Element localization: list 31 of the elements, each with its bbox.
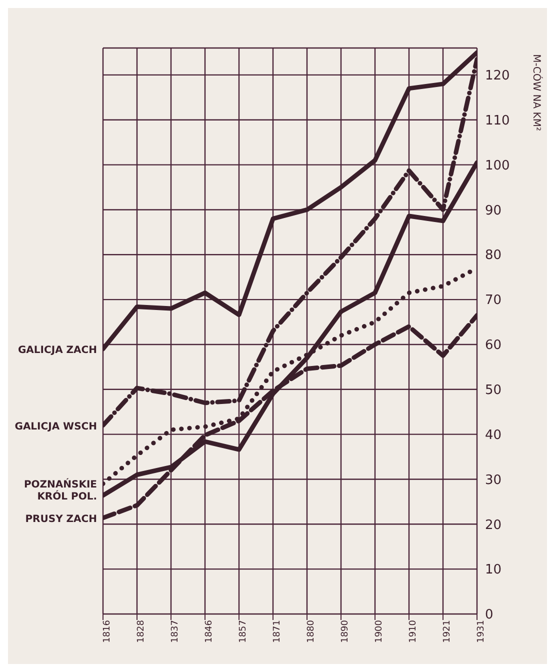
y-tick-label: 110 — [485, 113, 510, 128]
x-tick-label: 1828 — [136, 620, 146, 643]
series-label: KRÓL POL. — [37, 489, 97, 502]
y-tick-label: 100 — [485, 158, 510, 174]
x-tick-label: 1846 — [204, 620, 214, 643]
x-tick-label: 1921 — [442, 620, 452, 643]
y-axis-title: M-CÓW NA KM² — [530, 54, 544, 131]
x-tick-label: 1837 — [170, 620, 180, 643]
series-label: POZNAŃSKIE — [24, 478, 98, 491]
x-tick-label: 1816 — [102, 620, 112, 643]
y-tick-label: 50 — [485, 383, 502, 398]
y-tick-label: 10 — [485, 562, 502, 578]
x-tick-label: 1857 — [238, 620, 248, 643]
y-tick-label: 0 — [485, 608, 494, 623]
series-label: PRUSY ZACH — [25, 514, 97, 525]
y-tick-label: 120 — [485, 68, 510, 84]
y-tick-label: 30 — [485, 472, 502, 488]
x-tick-label: 1910 — [408, 620, 418, 643]
y-tick-label: 20 — [485, 518, 502, 533]
x-tick-label: 1931 — [476, 620, 486, 643]
x-tick-label: 1871 — [272, 620, 282, 643]
y-tick-label: 60 — [485, 338, 502, 354]
x-tick-label: 1900 — [374, 620, 384, 643]
y-tick-label: 90 — [485, 203, 502, 218]
y-tick-label: 40 — [485, 428, 502, 443]
y-tick-label: 80 — [485, 248, 502, 264]
x-tick-label: 1890 — [340, 620, 350, 643]
series-label: GALICJA WSCH — [14, 421, 97, 432]
series-label: GALICJA ZACH — [18, 344, 97, 356]
x-tick-label: 1880 — [306, 620, 316, 643]
y-tick-label: 70 — [485, 293, 502, 308]
